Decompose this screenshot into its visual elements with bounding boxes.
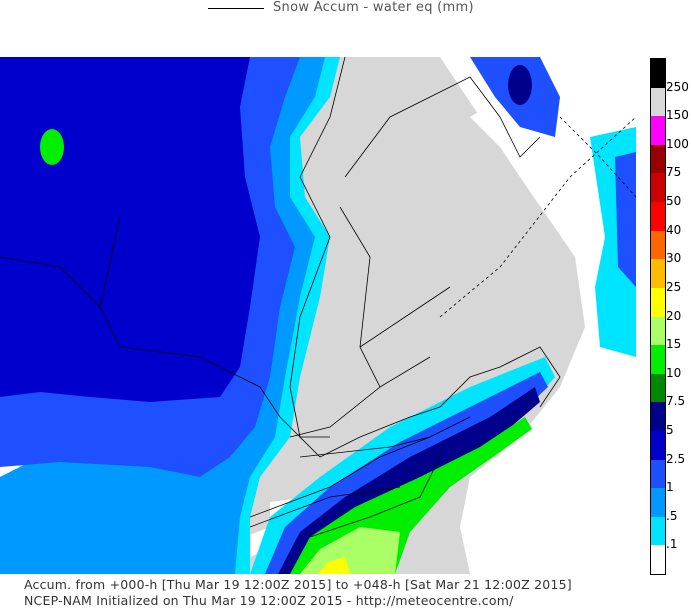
color-scale-label: .5 [666,508,678,523]
accumulation-period: Accum. from +000-h [Thu Mar 19 12:00Z 20… [24,577,572,592]
east-offshore-blue [615,152,636,287]
color-scale-label: 5 [666,422,674,437]
color-scale-swatch [651,87,665,117]
maritime-boundary [439,116,636,318]
color-scale [650,58,666,575]
coastal-band-yellow [318,557,350,574]
coastline [289,57,561,458]
color-scale-swatch [651,59,665,89]
snow-band-twopointfive [0,57,260,402]
labrador-core [508,65,532,105]
color-scale-label: 30 [666,251,682,266]
model-init-credit: NCEP-NAM Initialized on Thu Mar 19 12:00… [24,593,514,608]
border-pa [249,486,401,528]
border-quebec [289,206,381,438]
color-scale-swatch [651,516,665,546]
color-scale-label: 2.5 [666,451,686,466]
color-scale-label: 100 [666,136,689,151]
color-scale-swatch [651,259,665,289]
color-scale-label: 50 [666,194,682,209]
color-scale-swatch [651,202,665,232]
coastal-band-lightgreen [300,527,400,574]
color-scale-swatch [651,116,665,146]
color-scale-swatch [651,345,665,375]
maritime-boundary-2 [559,116,636,198]
color-scale-swatch [651,230,665,260]
border-states [299,286,471,458]
color-scale-swatch [651,373,665,403]
color-scale-swatch [651,287,665,317]
color-scale-label: 150 [666,108,689,123]
gulf-water [470,87,570,197]
color-scale-swatch [651,316,665,346]
color-scale-swatch [651,144,665,174]
color-scale-swatch [651,459,665,489]
gulf-coast [344,76,541,178]
color-scale-label: 75 [666,165,682,180]
color-scale-swatch [651,488,665,518]
snow-spot-green [40,129,64,165]
color-scale-swatch [651,173,665,203]
color-scale-label: 40 [666,222,682,237]
color-scale-label: 7.5 [666,394,686,409]
color-scale-label: .1 [666,537,678,552]
color-scale-label: 10 [666,365,682,380]
title-legend-line [208,8,264,9]
border-us-canada [119,346,330,438]
color-scale-label: 250 [666,79,689,94]
border-ontario [0,216,121,348]
map-title: Snow Accum - water eq (mm) [273,0,474,15]
color-scale-label: 25 [666,279,682,294]
color-scale-label: 20 [666,308,682,323]
color-scale-swatch [651,430,665,461]
atlantic-ocean [440,57,636,574]
border-ny [249,436,431,518]
snow-band-five [60,97,130,177]
border-east-states [309,456,441,538]
snow-accumulation-map [0,57,636,574]
color-scale-swatch [651,402,665,432]
color-scale-label: 1 [666,480,674,495]
color-scale-label: 15 [666,337,682,352]
color-scale-swatch [651,545,665,575]
